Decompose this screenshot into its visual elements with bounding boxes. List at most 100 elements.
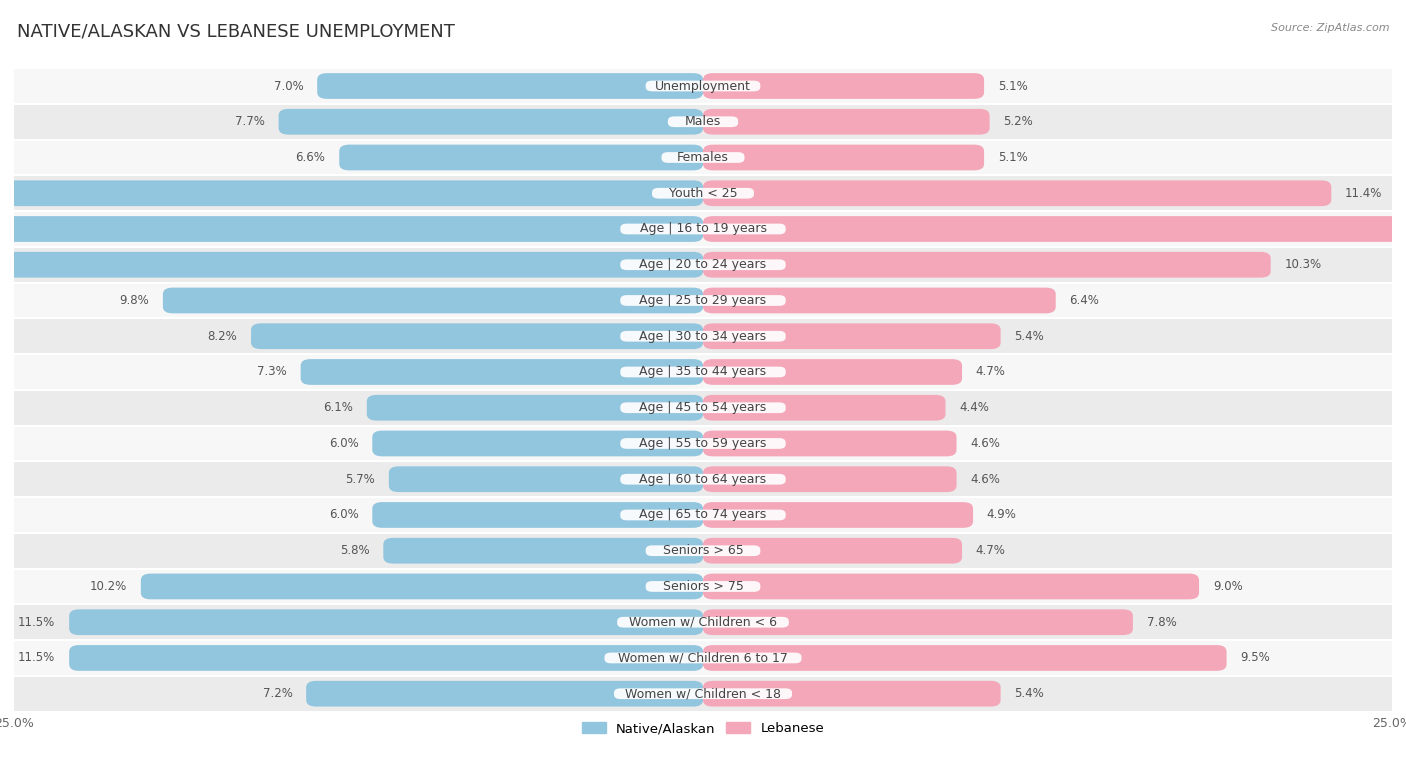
Text: 10.2%: 10.2% xyxy=(90,580,127,593)
Text: 4.4%: 4.4% xyxy=(959,401,990,414)
Text: Source: ZipAtlas.com: Source: ZipAtlas.com xyxy=(1271,23,1389,33)
FancyBboxPatch shape xyxy=(384,538,703,563)
Text: 5.4%: 5.4% xyxy=(1014,330,1045,343)
FancyBboxPatch shape xyxy=(620,474,786,484)
Bar xyxy=(14,211,1392,247)
FancyBboxPatch shape xyxy=(703,645,1226,671)
Text: 5.2%: 5.2% xyxy=(1004,115,1033,128)
FancyBboxPatch shape xyxy=(703,609,1133,635)
FancyBboxPatch shape xyxy=(703,431,956,456)
Bar xyxy=(14,139,1392,176)
Text: 9.8%: 9.8% xyxy=(120,294,149,307)
Bar xyxy=(14,319,1392,354)
Text: Unemployment: Unemployment xyxy=(655,79,751,92)
FancyBboxPatch shape xyxy=(652,188,754,198)
Text: Females: Females xyxy=(678,151,728,164)
Text: 7.0%: 7.0% xyxy=(274,79,304,92)
FancyBboxPatch shape xyxy=(373,502,703,528)
FancyBboxPatch shape xyxy=(69,609,703,635)
FancyBboxPatch shape xyxy=(605,653,801,663)
FancyBboxPatch shape xyxy=(141,574,703,600)
Bar xyxy=(14,676,1392,712)
Text: Seniors > 65: Seniors > 65 xyxy=(662,544,744,557)
FancyBboxPatch shape xyxy=(163,288,703,313)
Text: Age | 20 to 24 years: Age | 20 to 24 years xyxy=(640,258,766,271)
Bar xyxy=(14,176,1392,211)
FancyBboxPatch shape xyxy=(703,359,962,385)
Text: 7.3%: 7.3% xyxy=(257,366,287,378)
Bar xyxy=(14,533,1392,569)
Text: Age | 35 to 44 years: Age | 35 to 44 years xyxy=(640,366,766,378)
Text: 6.0%: 6.0% xyxy=(329,437,359,450)
Text: 7.8%: 7.8% xyxy=(1147,615,1177,629)
FancyBboxPatch shape xyxy=(620,403,786,413)
FancyBboxPatch shape xyxy=(620,438,786,449)
FancyBboxPatch shape xyxy=(620,331,786,341)
Text: Youth < 25: Youth < 25 xyxy=(669,187,737,200)
Bar xyxy=(14,68,1392,104)
FancyBboxPatch shape xyxy=(278,109,703,135)
Text: 11.4%: 11.4% xyxy=(1346,187,1382,200)
FancyBboxPatch shape xyxy=(703,217,1406,242)
Text: NATIVE/ALASKAN VS LEBANESE UNEMPLOYMENT: NATIVE/ALASKAN VS LEBANESE UNEMPLOYMENT xyxy=(17,23,454,41)
Text: 6.1%: 6.1% xyxy=(323,401,353,414)
FancyBboxPatch shape xyxy=(620,223,786,235)
FancyBboxPatch shape xyxy=(0,180,703,206)
Text: 4.7%: 4.7% xyxy=(976,544,1005,557)
FancyBboxPatch shape xyxy=(703,145,984,170)
Bar xyxy=(14,247,1392,282)
Text: Age | 55 to 59 years: Age | 55 to 59 years xyxy=(640,437,766,450)
FancyBboxPatch shape xyxy=(645,581,761,592)
FancyBboxPatch shape xyxy=(620,260,786,270)
FancyBboxPatch shape xyxy=(307,681,703,706)
Text: 6.6%: 6.6% xyxy=(295,151,325,164)
Bar xyxy=(14,640,1392,676)
Text: Seniors > 75: Seniors > 75 xyxy=(662,580,744,593)
FancyBboxPatch shape xyxy=(703,466,956,492)
Text: 6.0%: 6.0% xyxy=(329,509,359,522)
Bar xyxy=(14,425,1392,461)
FancyBboxPatch shape xyxy=(703,681,1001,706)
FancyBboxPatch shape xyxy=(373,431,703,456)
Text: Women w/ Children < 18: Women w/ Children < 18 xyxy=(626,687,780,700)
FancyBboxPatch shape xyxy=(614,688,792,699)
FancyBboxPatch shape xyxy=(703,180,1331,206)
FancyBboxPatch shape xyxy=(69,645,703,671)
Text: 5.7%: 5.7% xyxy=(346,472,375,486)
Text: 4.6%: 4.6% xyxy=(970,437,1000,450)
FancyBboxPatch shape xyxy=(703,538,962,563)
Text: 9.0%: 9.0% xyxy=(1213,580,1243,593)
FancyBboxPatch shape xyxy=(389,466,703,492)
Bar xyxy=(14,461,1392,497)
Text: 5.1%: 5.1% xyxy=(998,151,1028,164)
Text: 4.7%: 4.7% xyxy=(976,366,1005,378)
Text: Women w/ Children 6 to 17: Women w/ Children 6 to 17 xyxy=(619,652,787,665)
Text: Age | 25 to 29 years: Age | 25 to 29 years xyxy=(640,294,766,307)
Text: 9.5%: 9.5% xyxy=(1240,652,1270,665)
FancyBboxPatch shape xyxy=(0,252,703,278)
FancyBboxPatch shape xyxy=(620,509,786,520)
Text: 11.5%: 11.5% xyxy=(18,615,55,629)
Bar xyxy=(14,604,1392,640)
Bar xyxy=(14,104,1392,139)
FancyBboxPatch shape xyxy=(620,295,786,306)
Text: Age | 45 to 54 years: Age | 45 to 54 years xyxy=(640,401,766,414)
FancyBboxPatch shape xyxy=(0,217,703,242)
FancyBboxPatch shape xyxy=(620,366,786,377)
Bar xyxy=(14,497,1392,533)
Text: 4.9%: 4.9% xyxy=(987,509,1017,522)
FancyBboxPatch shape xyxy=(318,73,703,99)
FancyBboxPatch shape xyxy=(703,323,1001,349)
Text: 5.8%: 5.8% xyxy=(340,544,370,557)
Text: Age | 16 to 19 years: Age | 16 to 19 years xyxy=(640,223,766,235)
Text: 7.2%: 7.2% xyxy=(263,687,292,700)
Text: 6.4%: 6.4% xyxy=(1070,294,1099,307)
Text: Women w/ Children < 6: Women w/ Children < 6 xyxy=(628,615,778,629)
Text: 5.1%: 5.1% xyxy=(998,79,1028,92)
FancyBboxPatch shape xyxy=(703,73,984,99)
FancyBboxPatch shape xyxy=(703,252,1271,278)
FancyBboxPatch shape xyxy=(339,145,703,170)
FancyBboxPatch shape xyxy=(703,574,1199,600)
FancyBboxPatch shape xyxy=(617,617,789,628)
FancyBboxPatch shape xyxy=(668,117,738,127)
